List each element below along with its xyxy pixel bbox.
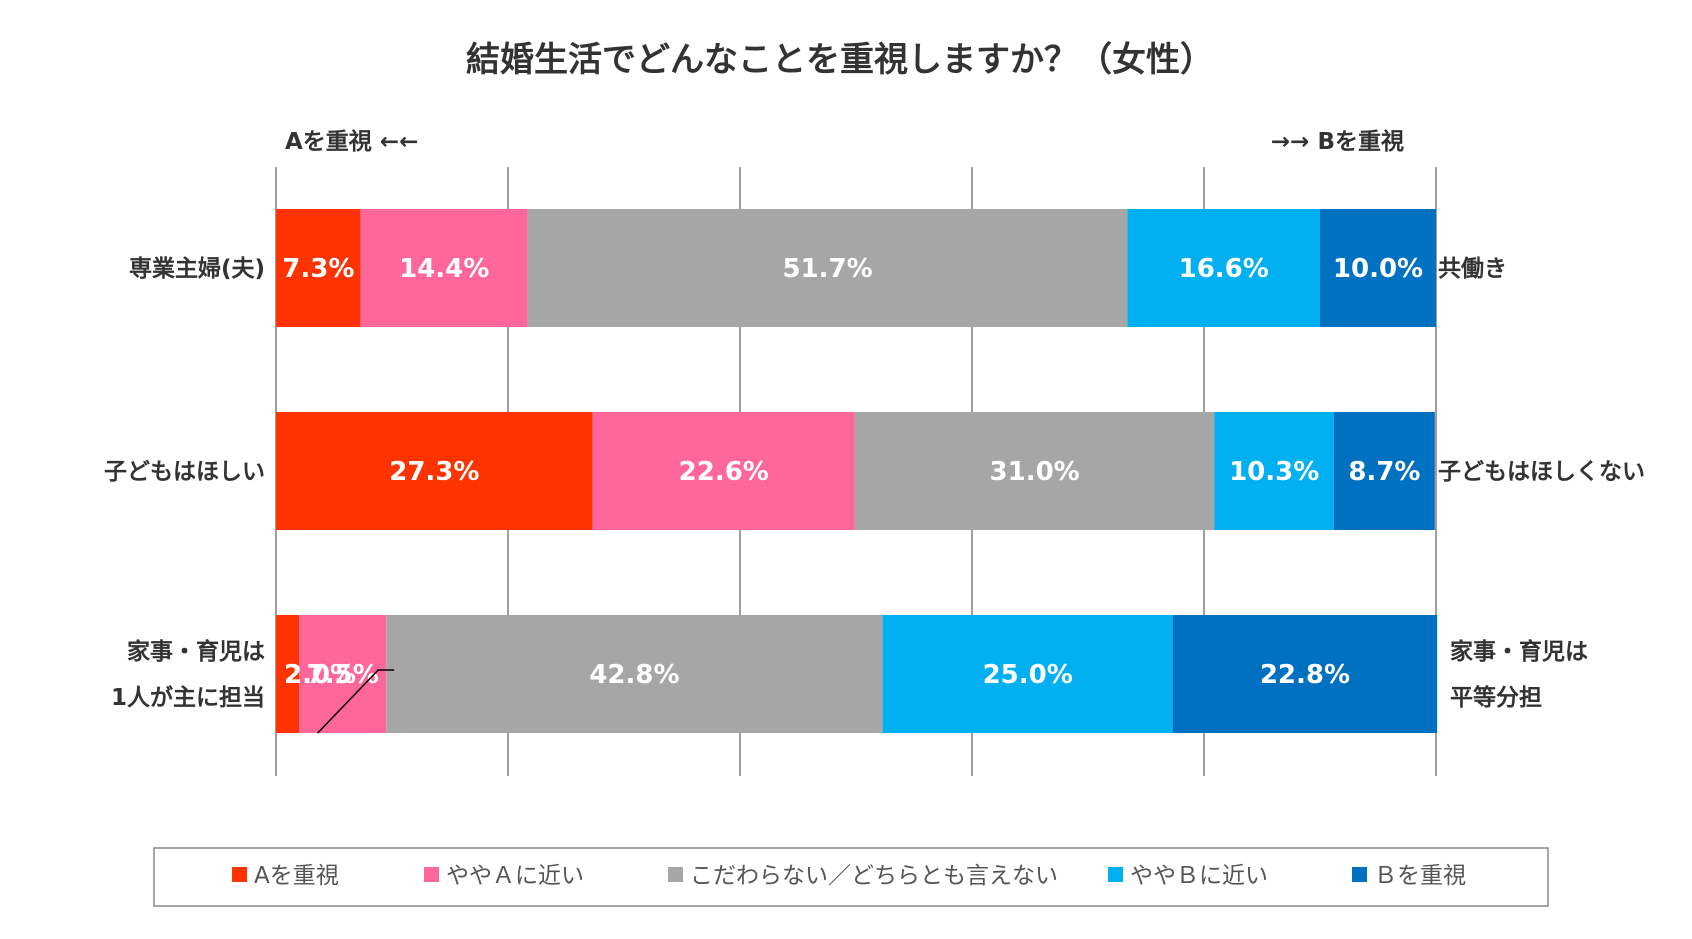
chart-title: 結婚生活でどんなことを重視しますか？（女性） (466, 40, 1214, 80)
value-label: 14.4% (399, 254, 489, 284)
bar-segment (299, 615, 387, 733)
legend-frame (153, 847, 1549, 907)
bar-segment (360, 209, 528, 327)
category-label-left: 子どもはほしい (104, 459, 265, 485)
legend-label: Ｂを重視 (1374, 863, 1466, 889)
bar-segment (276, 209, 361, 327)
bar-segment (276, 615, 300, 733)
value-label: 31.0% (990, 457, 1080, 487)
category-label-left: 専業主婦(夫) (129, 255, 265, 282)
bars: 7.3% 14.4% 51.7% 16.6% 10.0% 27.3% 22.6% 31.0% 1… (276, 209, 1438, 734)
value-label: 7.3% (282, 254, 354, 284)
value-label: 8.7% (1348, 457, 1420, 487)
legend-label: ややＢに近い (1130, 863, 1268, 889)
bar-segment (1214, 412, 1334, 530)
value-label: 22.6% (679, 457, 769, 487)
value-label: 27.3% (389, 457, 479, 487)
value-label: 7.5% (307, 660, 379, 690)
legend-swatch (232, 867, 247, 882)
bar-segment (854, 412, 1215, 530)
bar-segment (882, 615, 1173, 733)
category-label-right: 子どもはほしくない (1438, 459, 1645, 485)
category-label-right: 共働き (1438, 256, 1507, 282)
bar-segment (276, 412, 593, 530)
bar-segment (592, 412, 855, 530)
bar-segment (1127, 209, 1320, 327)
value-label: 25.0% (983, 660, 1073, 690)
bar-segment (527, 209, 1128, 327)
bar-segment (1320, 209, 1436, 327)
legend: Aを重視 ややＡに近い こだわらない／どちらとも言えない ややＢに近い Ｂを重視 (153, 847, 1549, 907)
value-label: 42.8% (589, 660, 679, 690)
value-label: 10.0% (1333, 254, 1423, 284)
bar-segment (1333, 412, 1435, 530)
category-label-left: 1人が主に担当 (111, 684, 265, 711)
bar-segment (1172, 615, 1438, 733)
legend-label: Aを重視 (254, 863, 339, 889)
value-label: 10.3% (1229, 457, 1319, 487)
right-direction-label: →→ Bを重視 (1271, 129, 1404, 155)
leader-line (317, 669, 395, 734)
value-label: 2.0% (284, 660, 356, 690)
legend-swatch (424, 867, 439, 882)
legend-swatch (668, 867, 683, 882)
value-label: 22.8% (1260, 660, 1350, 690)
value-label: 51.7% (782, 254, 872, 284)
bar-segment (386, 615, 883, 733)
legend-swatch (1108, 867, 1123, 882)
category-label-right: 平等分担 (1450, 684, 1542, 711)
legend-swatch (1352, 867, 1367, 882)
category-label-right: 家事・育児は (1450, 638, 1588, 665)
category-label-left: 家事・育児は (127, 638, 265, 665)
left-direction-label: Aを重視 ←← (285, 129, 418, 155)
legend-label: ややＡに近い (446, 863, 584, 889)
legend-label: こだわらない／どちらとも言えない (690, 863, 1058, 889)
value-label: 16.6% (1179, 254, 1269, 284)
